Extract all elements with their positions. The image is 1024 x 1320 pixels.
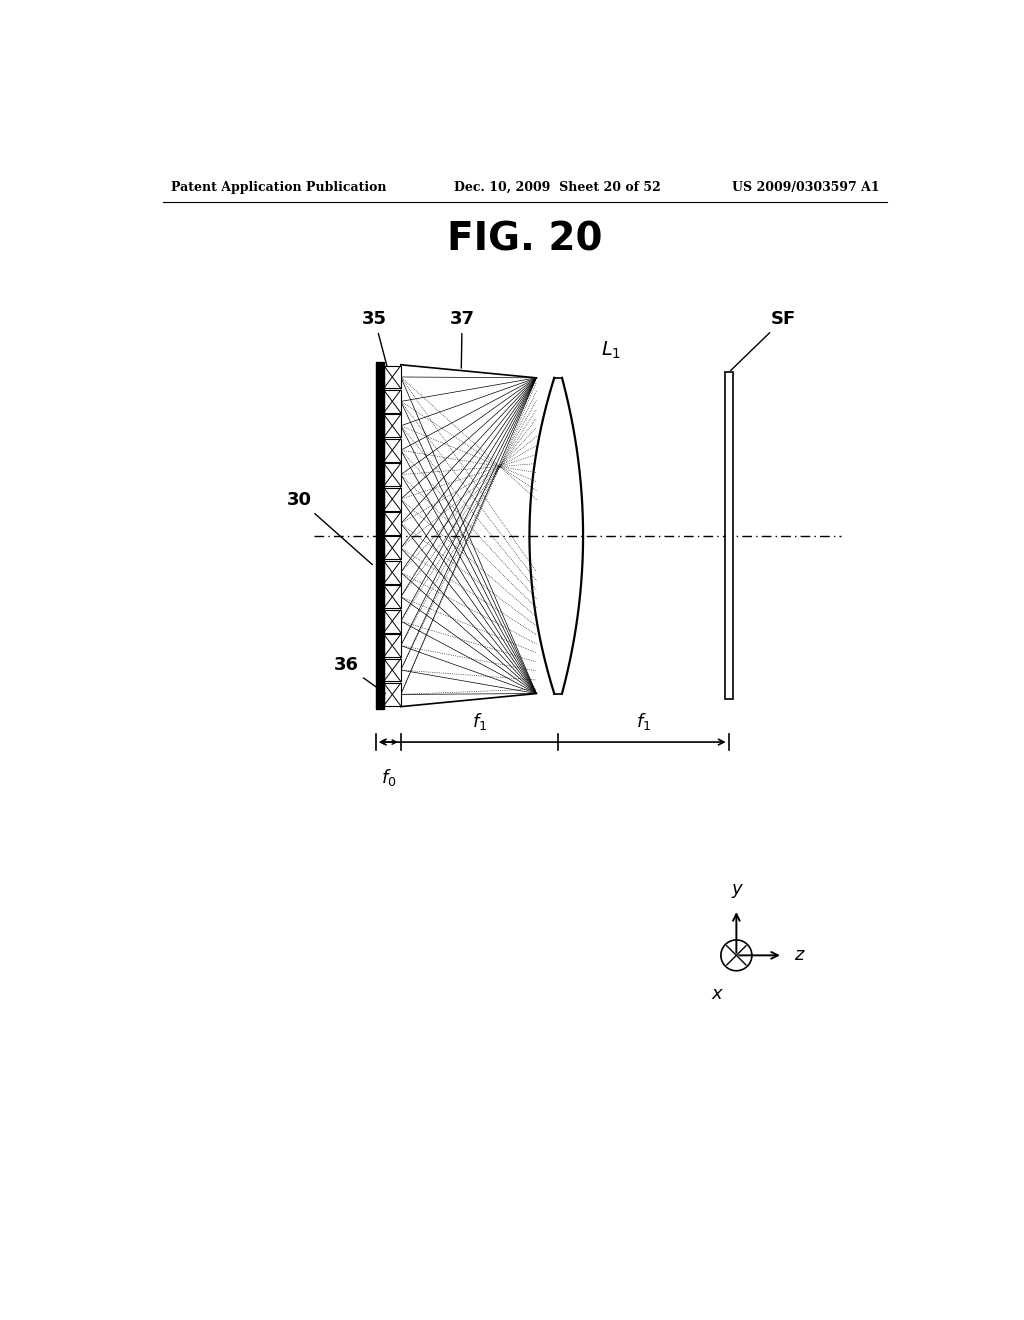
Bar (725, 372, 732, 700)
Bar (384, 610, 400, 632)
Bar (384, 463, 400, 486)
Text: Dec. 10, 2009  Sheet 20 of 52: Dec. 10, 2009 Sheet 20 of 52 (454, 181, 660, 194)
Bar (384, 585, 400, 609)
Text: Patent Application Publication: Patent Application Publication (171, 181, 386, 194)
Text: y: y (731, 879, 741, 898)
Bar (384, 659, 400, 681)
Text: US 2009/0303597 A1: US 2009/0303597 A1 (732, 181, 880, 194)
Text: z: z (795, 946, 804, 965)
Text: x: x (712, 985, 722, 1003)
Text: 35: 35 (362, 310, 387, 366)
Bar (384, 438, 400, 462)
Bar (384, 561, 400, 583)
Text: FIG. 20: FIG. 20 (447, 220, 602, 259)
Bar (384, 366, 400, 388)
Text: $L_1$: $L_1$ (601, 339, 621, 360)
Bar (376, 363, 384, 709)
Text: SF: SF (730, 310, 797, 371)
Bar (384, 414, 400, 437)
Bar (384, 487, 400, 511)
Text: 36: 36 (334, 656, 385, 693)
Bar (384, 634, 400, 657)
Bar (384, 536, 400, 560)
Text: 37: 37 (450, 310, 475, 368)
Text: $f_0$: $f_0$ (381, 767, 396, 788)
Bar (384, 512, 400, 535)
Text: 30: 30 (287, 491, 373, 565)
Text: $f_1$: $f_1$ (636, 711, 651, 733)
Bar (384, 682, 400, 706)
Text: $f_1$: $f_1$ (472, 711, 487, 733)
Bar (384, 389, 400, 413)
